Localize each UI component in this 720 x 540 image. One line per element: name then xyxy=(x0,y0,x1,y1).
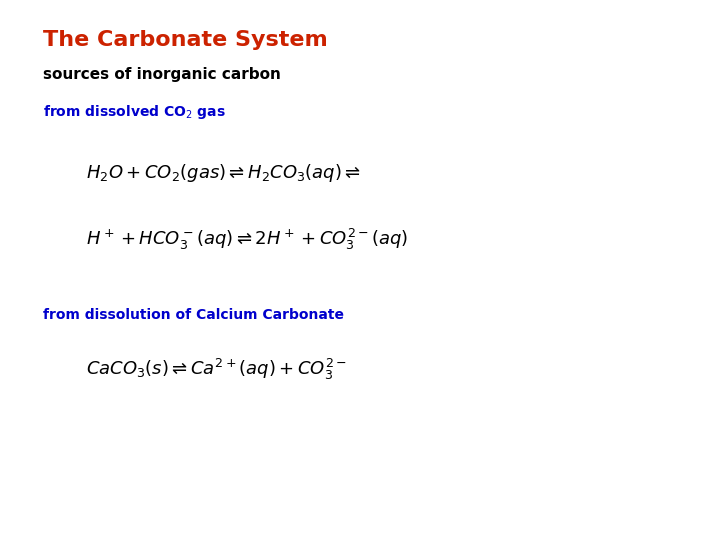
Text: $H_2O + CO_2(gas) \rightleftharpoons H_2CO_3(aq) \rightleftharpoons$: $H_2O + CO_2(gas) \rightleftharpoons H_2… xyxy=(86,162,361,184)
Text: from dissolved CO$_2$ gas: from dissolved CO$_2$ gas xyxy=(43,103,226,120)
Text: sources of inorganic carbon: sources of inorganic carbon xyxy=(43,68,281,83)
Text: $CaCO_3(s) \rightleftharpoons Ca^{2+}(aq) + CO_3^{2-}$: $CaCO_3(s) \rightleftharpoons Ca^{2+}(aq… xyxy=(86,356,348,381)
Text: The Carbonate System: The Carbonate System xyxy=(43,30,328,50)
Text: from dissolution of Calcium Carbonate: from dissolution of Calcium Carbonate xyxy=(43,308,344,322)
Text: $H^+ + HCO_3^-(aq) \rightleftharpoons 2H^+ + CO_3^{2-}(aq)$: $H^+ + HCO_3^-(aq) \rightleftharpoons 2H… xyxy=(86,227,408,252)
